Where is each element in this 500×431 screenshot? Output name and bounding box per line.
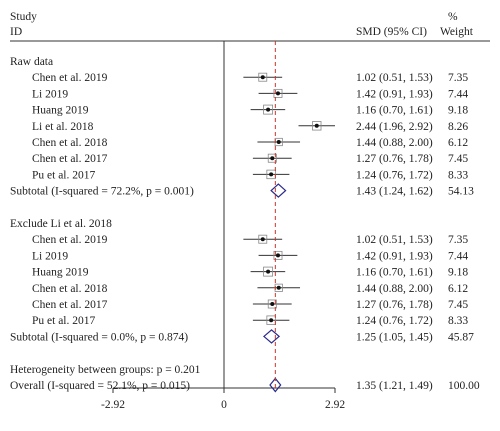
weight-text: 6.12: [448, 137, 468, 149]
header-id: ID: [10, 26, 22, 38]
header-study: Study: [10, 11, 37, 23]
subtotal-diamond: [270, 183, 287, 198]
effect-ci-text: 1.42 (0.91, 1.93): [356, 250, 433, 262]
weight-box: [267, 153, 277, 163]
point-estimate: [270, 302, 275, 306]
point-estimate: [269, 318, 274, 323]
overall-label: Overall (I-squared = 52.1%, p = 0.015): [10, 380, 190, 392]
header-weight: Weight: [440, 26, 474, 38]
study-label: Chen et al. 2019: [32, 72, 108, 84]
weight-text: 7.35: [448, 234, 468, 246]
weight-box: [258, 72, 268, 82]
effect-ci-text: 1.02 (0.51, 1.53): [356, 234, 433, 246]
weight-box: [312, 121, 322, 131]
point-estimate: [266, 107, 271, 112]
weight-text: 8.33: [448, 169, 468, 181]
effect-ci-text: 2.44 (1.96, 2.92): [356, 121, 433, 133]
weight-text: 9.18: [448, 105, 468, 117]
effect-ci-text: 1.44 (0.88, 2.00): [356, 283, 433, 295]
weight-box: [258, 234, 268, 244]
x-tick-label: -2.92: [101, 399, 125, 411]
point-estimate: [276, 140, 281, 144]
effect-ci-text: 1.16 (0.70, 1.61): [356, 267, 433, 279]
study-label: Chen et al. 2017: [32, 153, 108, 165]
weight-box: [267, 299, 277, 309]
subtotal-diamond: [262, 329, 281, 344]
point-estimate: [275, 253, 280, 258]
point-estimate: [276, 285, 281, 290]
weight-box: [266, 315, 276, 325]
weight-text: 6.12: [448, 283, 468, 295]
effect-ci-text: 1.27 (0.76, 1.78): [356, 153, 433, 165]
weight-text: 9.18: [448, 267, 468, 279]
weight-text: 7.44: [448, 250, 468, 262]
study-label: Chen et al. 2018: [32, 283, 108, 295]
effect-ci-text: 1.24 (0.76, 1.72): [356, 315, 433, 327]
group-label: Exclude Li et al. 2018: [10, 218, 112, 230]
weight-text: 7.45: [448, 153, 468, 165]
study-label: Li et al. 2018: [32, 121, 94, 133]
study-label: Chen et al. 2019: [32, 234, 108, 246]
effect-ci-text: 1.35 (1.21, 1.49): [356, 380, 433, 392]
study-label: Pu et al. 2017: [32, 315, 95, 327]
effect-ci-text: 1.16 (0.70, 1.61): [356, 105, 433, 117]
weight-text: 100.00: [448, 380, 480, 392]
group-label: Raw data: [10, 56, 53, 68]
weight-box: [263, 266, 274, 277]
weight-box: [273, 88, 283, 98]
point-estimate: [260, 237, 265, 242]
point-estimate: [275, 91, 280, 96]
point-estimate: [266, 269, 271, 274]
point-estimate: [269, 172, 274, 177]
study-label: Li 2019: [32, 250, 68, 262]
point-estimate: [270, 156, 275, 161]
effect-ci-text: 1.24 (0.76, 1.72): [356, 169, 433, 181]
study-label: Huang 2019: [32, 105, 89, 117]
study-label: Pu et al. 2017: [32, 169, 95, 181]
x-tick-label: 2.92: [325, 399, 345, 411]
effect-ci-text: 1.44 (0.88, 2.00): [356, 137, 433, 149]
weight-text: 8.33: [448, 315, 468, 327]
point-estimate: [314, 123, 319, 128]
header-effect: SMD (95% CI): [356, 26, 427, 38]
weight-text: 7.45: [448, 299, 468, 311]
effect-ci-text: 1.25 (1.05, 1.45): [356, 331, 433, 343]
header-percent: %: [448, 11, 458, 23]
weight-text: 45.87: [448, 331, 474, 343]
point-estimate: [260, 75, 265, 80]
overall-diamond: [269, 377, 282, 393]
study-label: Li 2019: [32, 88, 68, 100]
subtotal-label: Subtotal (I-squared = 0.0%, p = 0.874): [10, 331, 188, 343]
subtotal-label: Subtotal (I-squared = 72.2%, p = 0.001): [10, 186, 194, 198]
weight-box: [263, 104, 274, 115]
effect-ci-text: 1.43 (1.24, 1.62): [356, 186, 433, 198]
effect-ci-text: 1.02 (0.51, 1.53): [356, 72, 433, 84]
effect-ci-text: 1.27 (0.76, 1.78): [356, 299, 433, 311]
study-label: Chen et al. 2018: [32, 137, 108, 149]
weight-text: 7.44: [448, 88, 468, 100]
weight-box: [273, 250, 283, 260]
effect-ci-text: 1.42 (0.91, 1.93): [356, 88, 433, 100]
weight-text: 54.13: [448, 186, 474, 198]
heterogeneity-text: Heterogeneity between groups: p = 0.201: [10, 364, 201, 376]
weight-text: 8.26: [448, 121, 468, 133]
study-label: Chen et al. 2017: [32, 299, 108, 311]
weight-text: 7.35: [448, 72, 468, 84]
study-label: Huang 2019: [32, 267, 89, 279]
x-tick-label: 0: [221, 399, 227, 411]
